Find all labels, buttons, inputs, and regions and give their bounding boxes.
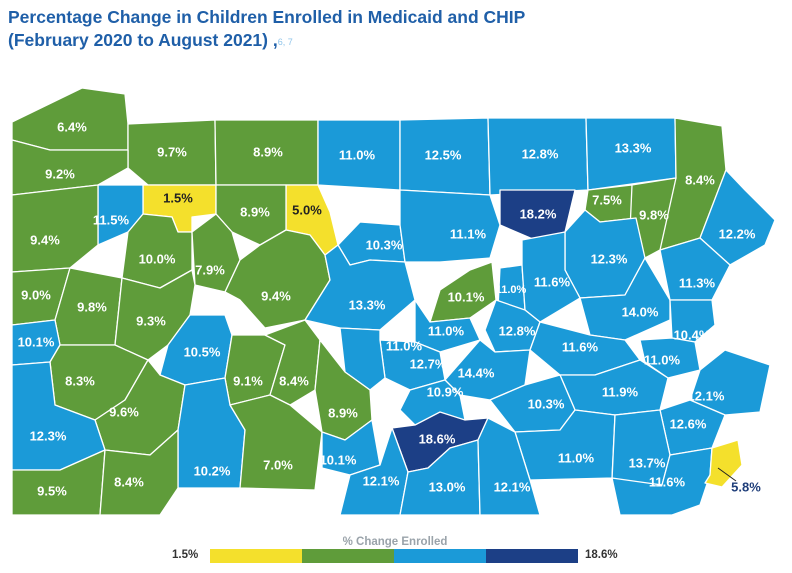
title-references: 6, 7: [277, 37, 293, 47]
county-label: 9.8%: [639, 208, 669, 223]
county-label: 12.1%: [494, 480, 531, 495]
map-title: Percentage Change in Children Enrolled i…: [8, 6, 708, 52]
legend-min-label: 1.5%: [172, 549, 199, 561]
county-c38: [669, 299, 716, 343]
county-label: 7.5%: [592, 193, 622, 208]
county-label: 10.3%: [366, 238, 403, 253]
county-label: 8.4%: [279, 374, 309, 389]
county-label: 10.1%: [320, 453, 357, 468]
county-label: 12.8%: [499, 324, 536, 339]
legend-swatch-light-blue: [394, 549, 486, 563]
county-label: 11.0%: [644, 353, 681, 368]
county-label: 10.0%: [139, 252, 176, 267]
title-line-2: (February 2020 to August 2021) ,6, 7: [8, 29, 708, 52]
county-label: 9.1%: [233, 374, 263, 389]
county-c47: [444, 339, 531, 401]
county-label: 11.3%: [679, 276, 716, 291]
county-label: 9.8%: [77, 300, 107, 315]
county-label: 9.0%: [21, 288, 51, 303]
county-label: 9.6%: [109, 405, 139, 420]
title-line-1: Percentage Change in Children Enrolled i…: [8, 7, 526, 27]
county-label: 7.0%: [263, 458, 293, 473]
county-label: 10.5%: [184, 345, 221, 360]
legend-swatch-green: [302, 549, 394, 563]
county-label: 9.5%: [37, 484, 67, 499]
county-label: 12.3%: [30, 429, 67, 444]
title-date-range: (February 2020 to August 2021) ,: [8, 30, 278, 50]
county-label: 10.1%: [18, 335, 55, 350]
county-label: 10.4%: [674, 328, 711, 343]
county-c32: [521, 231, 581, 323]
county-label: 11.0%: [428, 324, 465, 339]
legend-max-label: 18.6%: [585, 549, 618, 561]
county-label: 13.3%: [349, 298, 386, 313]
county-label: 12.2%: [719, 227, 756, 242]
county-label: 5.0%: [292, 203, 322, 218]
county-label: 8.4%: [114, 475, 144, 490]
county-label: 13.3%: [615, 141, 652, 156]
county-label: 11.1%: [450, 227, 487, 242]
county-label: 18.6%: [419, 432, 456, 447]
county-label: 7.9%: [195, 263, 225, 278]
county-label: 9.4%: [30, 233, 60, 248]
county-label: 9.2%: [45, 167, 75, 182]
philadelphia-leader-line: [717, 467, 737, 482]
county-label: 11.0%: [558, 451, 595, 466]
legend-swatch-yellow: [210, 549, 302, 563]
county-label: 9.4%: [261, 289, 291, 304]
county-c57: [229, 394, 323, 491]
county-c42: [264, 319, 321, 406]
county-label: 11.0%: [339, 148, 376, 163]
county-label: 10.3%: [528, 397, 565, 412]
legend-swatch-dark-blue: [486, 549, 578, 563]
county-label: 11.5%: [93, 213, 130, 228]
county-label: 11.6%: [649, 475, 686, 490]
county-label: 12.3%: [591, 252, 628, 267]
legend-color-scale: [210, 549, 578, 563]
county-label: 12.1%: [363, 474, 400, 489]
county-label: 8.3%: [65, 374, 95, 389]
county-label: 8.9%: [240, 205, 270, 220]
county-label: 12.6%: [670, 417, 707, 432]
county-label: 10.1%: [448, 290, 485, 305]
legend-title: % Change Enrolled: [342, 536, 448, 548]
county-c65: [477, 417, 541, 516]
county-label: 9.3%: [136, 314, 166, 329]
county-label: 8.9%: [328, 406, 358, 421]
county-c67: [704, 439, 743, 488]
county-label: 12.8%: [522, 147, 559, 162]
county-label: 8.4%: [685, 173, 715, 188]
county-label: 14.4%: [458, 366, 495, 381]
county-c22: [399, 189, 501, 263]
county-label: 8.9%: [253, 145, 283, 160]
county-label: 11.0%: [496, 284, 527, 296]
county-label: 14.0%: [622, 305, 659, 320]
county-label: 6.4%: [57, 120, 87, 135]
county-label: 13.0%: [429, 480, 466, 495]
county-label: 10.2%: [194, 464, 231, 479]
county-label: 18.2%: [520, 207, 557, 222]
county-c62: [99, 429, 179, 516]
county-label: 1.5%: [163, 191, 193, 206]
county-c24: [659, 237, 731, 301]
county-label: 10.9%: [427, 385, 464, 400]
county-label: 11.9%: [602, 385, 639, 400]
county-c18: [11, 184, 99, 273]
county-label: 11.6%: [534, 275, 571, 290]
county-label: 13.7%: [629, 456, 666, 471]
county-label: 12.7%: [410, 357, 447, 372]
county-label: 12.1%: [688, 389, 725, 404]
county-label: 12.5%: [425, 148, 462, 163]
county-label: 11.0%: [386, 339, 423, 354]
county-label: 9.7%: [157, 145, 187, 160]
county-label-philadelphia: 5.8%: [731, 480, 761, 495]
county-label: 11.6%: [562, 340, 599, 355]
